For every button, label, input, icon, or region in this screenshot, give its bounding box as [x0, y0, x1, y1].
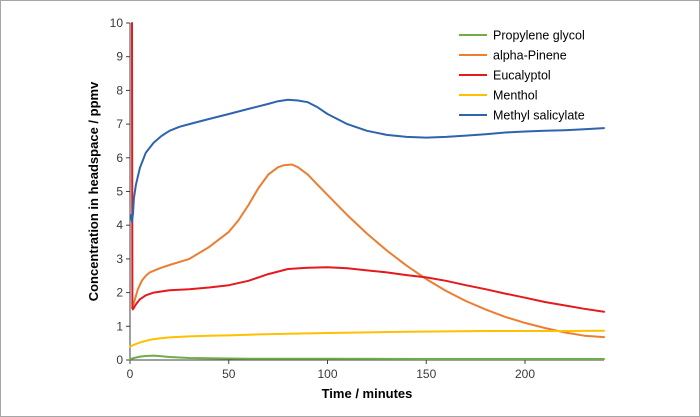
- y-tick-label: 1: [116, 319, 123, 333]
- legend-label: alpha-Pinene: [493, 49, 567, 63]
- series-line-propylene-glycol: [129, 354, 605, 361]
- legend-label: Methyl salicylate: [493, 109, 585, 123]
- x-tick-label: 100: [317, 367, 337, 381]
- legend-label: Menthol: [493, 89, 537, 103]
- series-line-eucalyptol: [131, 22, 605, 313]
- y-tick-label: 10: [110, 16, 124, 30]
- x-tick-label: 50: [222, 367, 236, 381]
- x-axis-title: Time / minutes: [322, 386, 413, 401]
- y-tick-label: 7: [116, 117, 123, 131]
- x-tick-label: 0: [127, 367, 134, 381]
- y-tick-label: 5: [116, 185, 123, 199]
- y-tick-label: 3: [116, 252, 123, 266]
- y-tick-label: 6: [116, 151, 123, 165]
- legend-label: Eucalyptol: [493, 69, 551, 83]
- series-line-methyl-salicylate: [130, 98, 605, 223]
- legend: Propylene glycol alpha-Pinene Eucalyptol Me…: [459, 29, 585, 123]
- y-tick-label: 8: [116, 83, 123, 97]
- y-axis-title: Concentration in headspace / ppmv: [86, 81, 101, 301]
- series-line-alpha-pinene: [131, 163, 605, 339]
- legend-label: Propylene glycol: [493, 29, 585, 43]
- y-tick-label: 9: [116, 50, 123, 64]
- y-tick-label: 0: [116, 353, 123, 367]
- y-tick-label: 2: [116, 286, 123, 300]
- series-line-menthol: [129, 329, 605, 348]
- y-tick-label: 4: [116, 218, 123, 232]
- x-tick-label: 150: [416, 367, 436, 381]
- x-tick-label: 200: [515, 367, 535, 381]
- series-layer: [129, 22, 605, 361]
